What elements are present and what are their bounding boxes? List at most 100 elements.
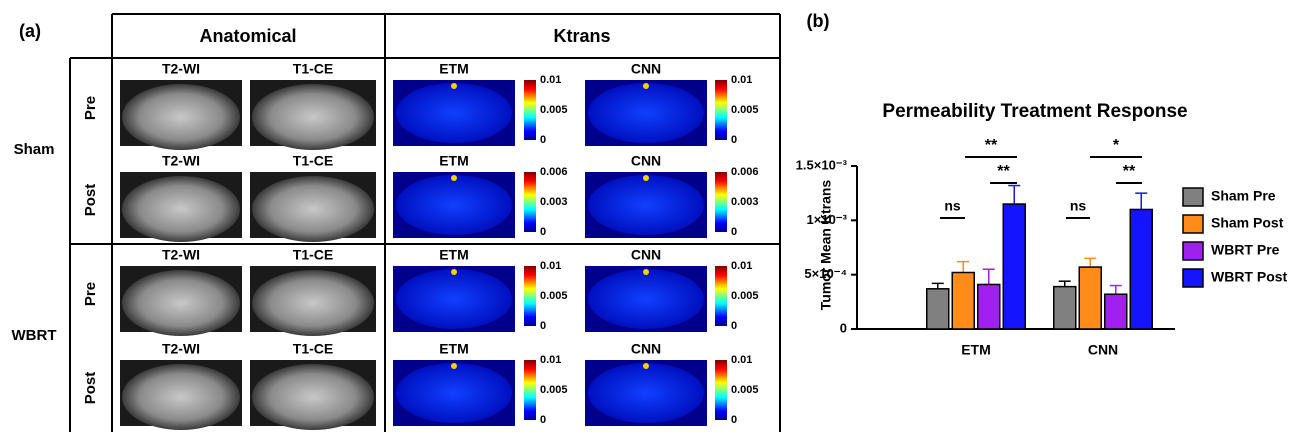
significance-label: ns xyxy=(944,198,961,214)
colorbar xyxy=(524,360,536,420)
colorbar-tick-label: 0 xyxy=(540,226,546,238)
ktrans-spot xyxy=(643,83,649,89)
colorbar xyxy=(715,172,727,232)
mri-brain xyxy=(252,176,374,242)
panel-label: (a) xyxy=(19,21,41,41)
image-label: CNN xyxy=(631,153,661,169)
y-axis-label: Tumor Mean Ktrans xyxy=(818,180,834,311)
colorbar-tick-label: 0.005 xyxy=(731,104,759,116)
ktrans-brain xyxy=(396,363,512,423)
bar xyxy=(951,271,975,330)
mri-brain xyxy=(252,270,374,336)
colorbar-tick-label: 0 xyxy=(731,414,737,426)
colorbar-tick-label: 0.005 xyxy=(540,384,568,396)
ktrans-brain xyxy=(588,363,704,423)
significance-label: * xyxy=(1113,137,1120,154)
colorbar-tick-label: 0 xyxy=(731,226,737,238)
ktrans-brain xyxy=(588,175,704,235)
colorbar-tick-label: 0.005 xyxy=(731,290,759,302)
mri-brain xyxy=(122,270,240,336)
image-label: T1-CE xyxy=(293,247,333,263)
y-tick-label: 1.5×10⁻³ xyxy=(796,157,848,172)
colorbar-tick-label: 0 xyxy=(540,134,546,146)
image-label: T2-WI xyxy=(162,341,200,357)
ktrans-spot xyxy=(451,363,457,369)
column-header: Anatomical xyxy=(199,26,296,46)
significance-label: ** xyxy=(1123,163,1136,180)
ktrans-spot xyxy=(451,83,457,89)
ktrans-brain xyxy=(396,83,512,143)
colorbar-tick-label: 0.005 xyxy=(540,290,568,302)
panel-frame xyxy=(69,13,781,432)
colorbar-tick-label: 0 xyxy=(731,320,737,332)
image-label: CNN xyxy=(631,341,661,357)
ktrans-spot xyxy=(643,363,649,369)
legend-swatch xyxy=(1182,214,1204,234)
mri-brain xyxy=(122,84,240,150)
panel-label: (b) xyxy=(807,11,830,31)
y-tick-label: 5×10⁻⁴ xyxy=(804,266,847,281)
legend-label: Sham Pre xyxy=(1211,188,1276,204)
image-label: ETM xyxy=(439,341,469,357)
significance-label: ** xyxy=(997,163,1010,180)
legend-swatch xyxy=(1182,187,1204,207)
colorbar-tick-label: 0.003 xyxy=(540,196,568,208)
colorbar-tick-label: 0.01 xyxy=(540,74,561,86)
colorbar xyxy=(715,80,727,140)
x-tick-label: CNN xyxy=(1088,342,1118,358)
colorbar xyxy=(715,360,727,420)
mri-brain xyxy=(252,364,374,430)
ktrans-spot xyxy=(643,175,649,181)
image-label: ETM xyxy=(439,247,469,263)
bar xyxy=(1104,293,1128,330)
ktrans-brain xyxy=(396,175,512,235)
legend-swatch xyxy=(1182,241,1204,261)
significance-label: ns xyxy=(1070,198,1087,214)
image-label: T1-CE xyxy=(293,153,333,169)
colorbar-tick-label: 0 xyxy=(540,320,546,332)
ktrans-spot xyxy=(451,269,457,275)
legend-label: WBRT Post xyxy=(1211,269,1288,285)
y-tick-label: 0 xyxy=(840,320,847,335)
colorbar xyxy=(524,172,536,232)
group-label: WBRT xyxy=(12,327,57,344)
bar xyxy=(977,283,1001,330)
colorbar-tick-label: 0 xyxy=(731,134,737,146)
image-label: ETM xyxy=(439,153,469,169)
legend-swatch xyxy=(1182,268,1204,288)
bar xyxy=(1053,285,1077,330)
ktrans-spot xyxy=(451,175,457,181)
significance-label: ** xyxy=(985,137,998,154)
image-label: T2-WI xyxy=(162,61,200,77)
x-tick-label: ETM xyxy=(961,342,991,358)
colorbar-tick-label: 0.006 xyxy=(731,166,759,178)
colorbar-tick-label: 0.005 xyxy=(731,384,759,396)
colorbar-tick-label: 0.01 xyxy=(731,260,752,272)
colorbar-tick-label: 0.005 xyxy=(540,104,568,116)
colorbar-tick-label: 0.006 xyxy=(540,166,568,178)
ktrans-brain xyxy=(588,269,704,329)
colorbar xyxy=(524,266,536,326)
legend-label: WBRT Pre xyxy=(1211,242,1280,258)
image-label: ETM xyxy=(439,61,469,77)
group-label: Sham xyxy=(14,141,55,158)
row-label: Post xyxy=(82,184,99,217)
colorbar-tick-label: 0.01 xyxy=(731,354,752,366)
bar xyxy=(1129,208,1153,330)
ktrans-brain xyxy=(396,269,512,329)
image-label: T2-WI xyxy=(162,247,200,263)
column-header: Ktrans xyxy=(553,26,610,46)
image-label: CNN xyxy=(631,247,661,263)
colorbar-tick-label: 0.01 xyxy=(540,354,561,366)
image-label: T1-CE xyxy=(293,61,333,77)
colorbar-tick-label: 0.01 xyxy=(540,260,561,272)
colorbar-tick-label: 0.003 xyxy=(731,196,759,208)
colorbar-tick-label: 0.01 xyxy=(731,74,752,86)
bar xyxy=(1078,266,1102,330)
mri-brain xyxy=(122,364,240,430)
ktrans-spot xyxy=(643,269,649,275)
colorbar xyxy=(524,80,536,140)
chart-title: Permeability Treatment Response xyxy=(882,101,1187,122)
image-label: T2-WI xyxy=(162,153,200,169)
